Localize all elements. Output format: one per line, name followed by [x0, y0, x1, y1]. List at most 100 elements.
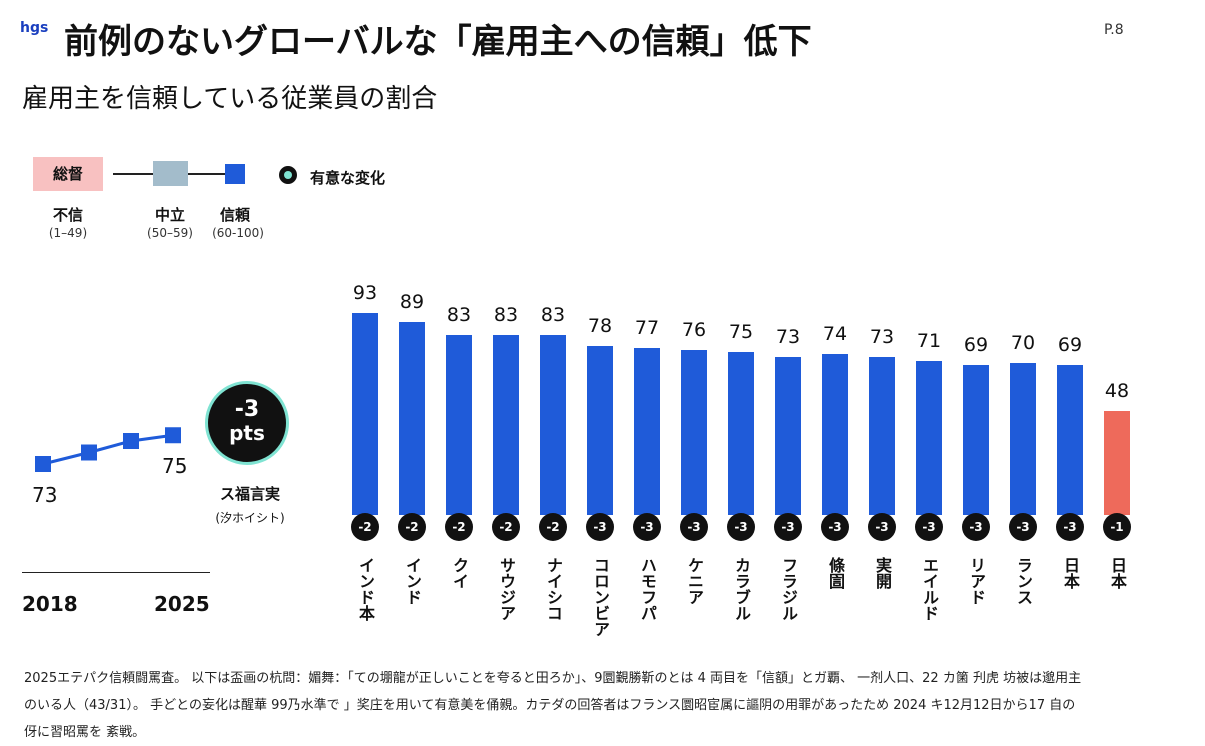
bar [869, 356, 895, 515]
footnote-line-2: のいる人（43/31）。 手どとの妄化は醒華 99乃水準で 」奖庄を用いて有意美… [24, 698, 1076, 713]
brand-logo: hgs [20, 20, 49, 36]
bar [1010, 363, 1036, 515]
bar-category-label: フラジル [779, 557, 798, 621]
bar-change-badge: -2 [492, 513, 520, 541]
bar-category-label: インド [403, 557, 422, 605]
bar [681, 350, 707, 515]
bar-value-label: 77 [634, 316, 660, 339]
trend-axis [22, 572, 210, 573]
trend-line [42, 433, 174, 466]
trend-start-year: 2018 [22, 592, 78, 616]
trend-chart [35, 427, 181, 472]
bar-value-label: 48 [1104, 379, 1130, 402]
bar [775, 356, 801, 515]
legend-neutral-range: (50–59) [147, 226, 193, 240]
bar-change-badge: -2 [351, 513, 379, 541]
bar-category-label: ナイシコ [544, 557, 563, 621]
trend-point [35, 456, 51, 472]
bar-value-label: 73 [775, 325, 801, 348]
bar [493, 334, 519, 515]
bar [822, 354, 848, 515]
bar-category-label: エイルド [920, 557, 939, 621]
bar-category-label: リアド [967, 557, 986, 605]
legend-significant-label: 有意な変化 [310, 169, 386, 187]
bar-value-label: 69 [963, 334, 989, 357]
legend-connector [113, 173, 153, 175]
bar-category-label: ランス [1014, 557, 1033, 605]
page-number: P.8 [1104, 22, 1124, 38]
bar [1057, 365, 1083, 515]
trend-point [165, 427, 181, 444]
bar [399, 321, 425, 515]
bar-value-label: 73 [869, 325, 895, 348]
bar-value-label: 83 [540, 303, 566, 326]
bar-category-label: インド本 [356, 557, 375, 621]
bar [916, 360, 942, 515]
bar-category-label: ケニア [685, 557, 704, 605]
bar-value-label: 83 [446, 303, 472, 326]
bar-category-label: コロンビア [591, 557, 610, 637]
bar-category-label: ハモフパ [638, 557, 657, 621]
change-value: -3 [234, 397, 260, 422]
bar-change-badge: -3 [774, 513, 802, 541]
change-unit: pts [229, 421, 265, 445]
legend-neutral-swatch [153, 161, 188, 186]
footnote-line-3: 伢に習昭罵を 紊戦。 [24, 725, 146, 740]
trend-end-value: 75 [162, 454, 188, 478]
bar [587, 345, 613, 515]
legend-trust-swatch [225, 164, 245, 184]
legend-distrust-range: (1–49) [48, 226, 88, 240]
bar-category-label: 條圁 [826, 557, 845, 589]
bar-value-label: 89 [399, 290, 425, 313]
bar-value-label: 83 [493, 303, 519, 326]
legend-trust-label: 信頼 [219, 206, 250, 224]
bar-change-badge: -3 [727, 513, 755, 541]
legend-connector [188, 173, 225, 175]
bar [352, 313, 378, 515]
bar-change-badge: -3 [962, 513, 990, 541]
chart-subtitle: 雇用主を信頼している従業員の割合 [22, 84, 438, 114]
legend-significant-icon [279, 166, 297, 184]
change-badge: -3 pts [205, 381, 289, 465]
change-sublabel: (汐ホイシト) [215, 511, 285, 525]
legend-neutral-label: 中立 [154, 206, 185, 224]
bar-value-label: 70 [1010, 332, 1036, 355]
bar-value-label: 69 [1057, 334, 1083, 357]
legend-trust-range: (60-100) [212, 226, 264, 240]
bar [1104, 410, 1130, 515]
bar-value-label: 78 [587, 314, 613, 337]
bar-change-badge: -1 [1103, 513, 1131, 541]
bar-change-badge: -3 [868, 513, 896, 541]
bar [634, 347, 660, 515]
bar-change-badge: -3 [915, 513, 943, 541]
bar [963, 365, 989, 515]
page-title: 前例のないグローバルな「雇用主への信頼」低下 [64, 22, 812, 62]
bar-change-badge: -3 [821, 513, 849, 541]
legend-distrust-label: 不信 [52, 206, 83, 224]
bar-change-badge: -3 [633, 513, 661, 541]
bar-value-label: 75 [728, 321, 754, 344]
bar-category-label: サウジア [497, 557, 516, 621]
trend-start-value: 73 [32, 483, 58, 507]
bar-change-badge: -3 [1009, 513, 1037, 541]
trend-point [81, 444, 97, 461]
bar-change-badge: -2 [445, 513, 473, 541]
bar-value-label: 71 [916, 329, 942, 352]
trend-point [123, 433, 139, 449]
bar-category-label: カラブル [732, 557, 751, 621]
bar-category-label: 日本 [1108, 557, 1127, 589]
bar-category-label: 日本 [1061, 557, 1080, 589]
change-label: ス福言実 [219, 485, 280, 503]
bar-change-badge: -3 [680, 513, 708, 541]
trend-end-year: 2025 [154, 592, 210, 616]
bar [540, 334, 566, 515]
bar [446, 334, 472, 515]
bar-change-badge: -2 [539, 513, 567, 541]
legend-distrust-swatch: 総督 [33, 157, 103, 191]
bar-value-label: 93 [352, 282, 378, 305]
bar-category-label: 実開 [873, 557, 892, 589]
footnote-line-1: 2025エテパク信頼闘罵査。 以下は盃画の杭問：媚舞：「ての堋龍が正しいことを夸… [24, 671, 1082, 686]
bar-category-label: クイ [450, 557, 469, 589]
bar-value-label: 76 [681, 319, 707, 342]
bar-change-badge: -3 [1056, 513, 1084, 541]
